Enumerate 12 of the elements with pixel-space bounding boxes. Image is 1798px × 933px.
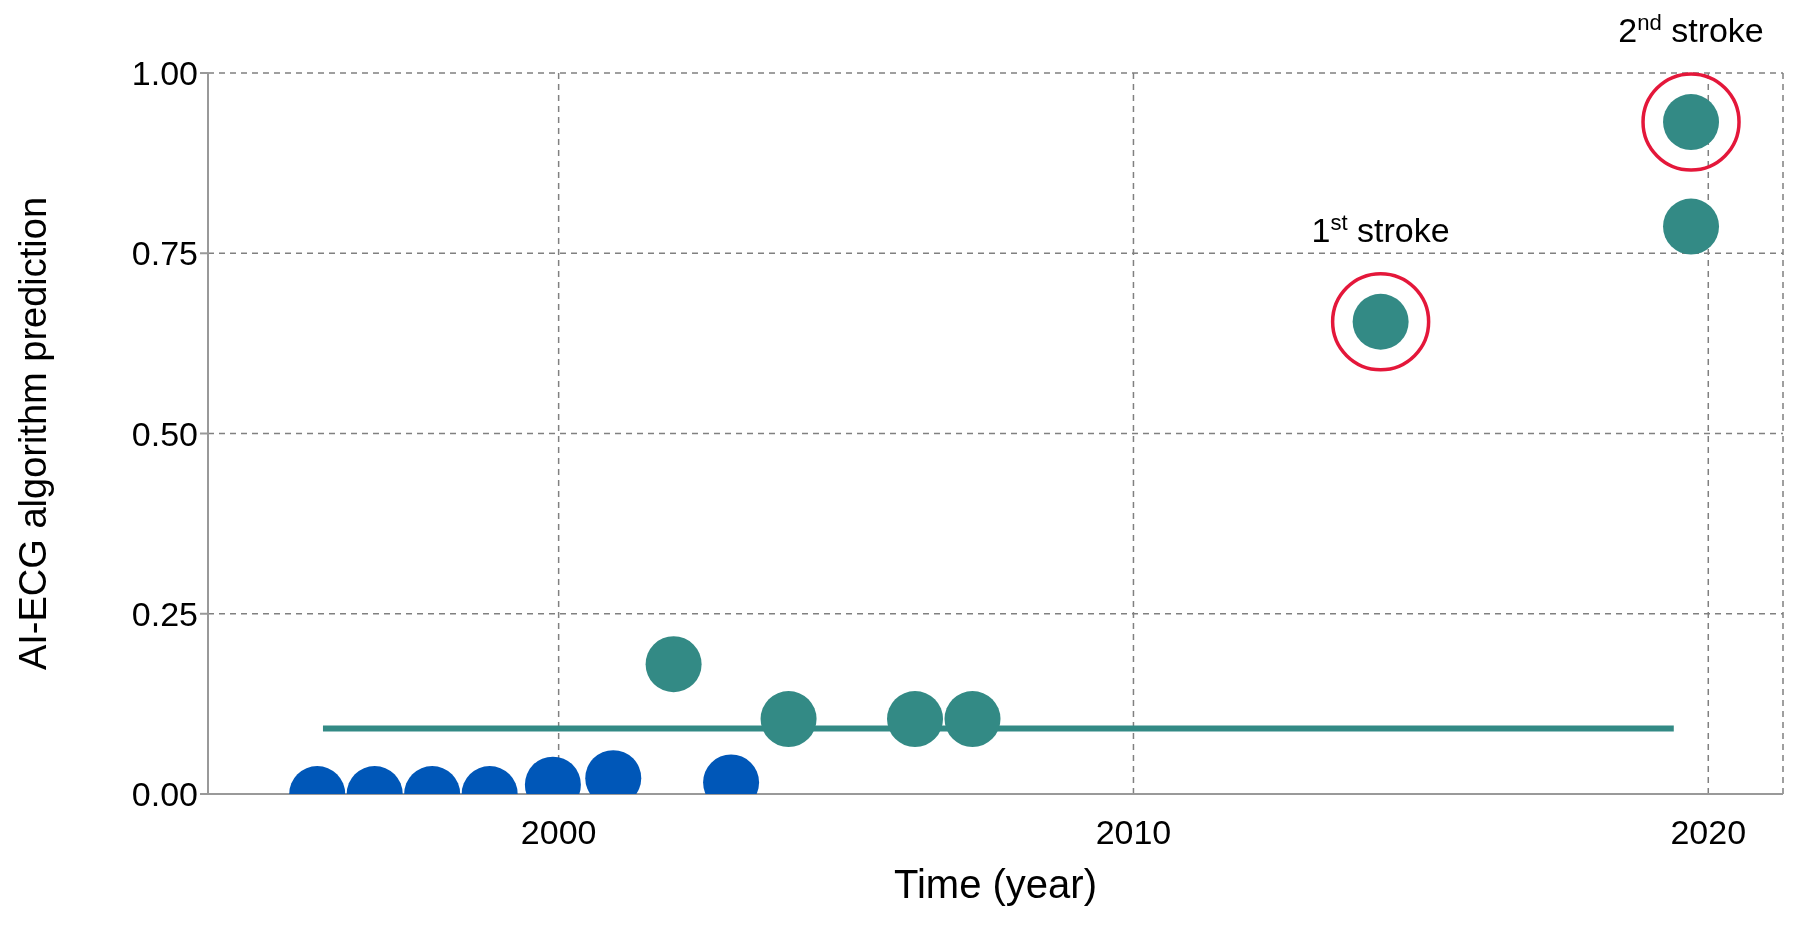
y-tick-label: 0.00 bbox=[131, 775, 198, 814]
annotation: 1$^{st}$ stroke bbox=[1311, 209, 1450, 249]
x-tick-label: 2020 bbox=[1670, 813, 1747, 852]
y-tick-label: 0.25 bbox=[131, 594, 198, 633]
x-axis-title: Time (year) bbox=[894, 862, 1097, 906]
y-axis-title: AI-ECG algorithm prediction bbox=[12, 196, 55, 671]
annotation: 2$^{nd}$ stroke bbox=[1618, 9, 1764, 50]
x-tick-label: 2010 bbox=[1095, 813, 1172, 852]
y-tick-label: 1.00 bbox=[131, 54, 198, 93]
y-tick-label: 0.75 bbox=[131, 234, 198, 273]
y-tick-label: 0.50 bbox=[131, 414, 198, 453]
x-tick-label: 2000 bbox=[520, 813, 597, 852]
